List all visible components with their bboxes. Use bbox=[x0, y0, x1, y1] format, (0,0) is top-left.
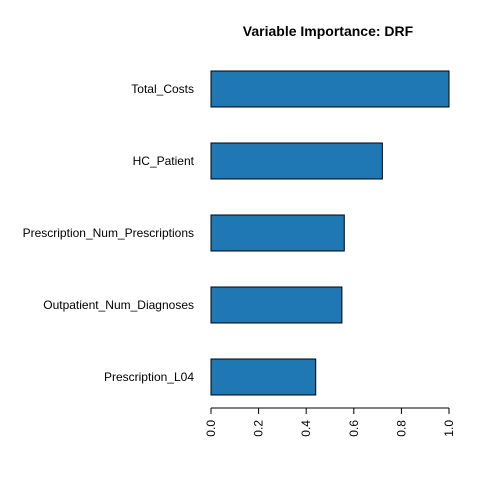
category-label: Prescription_Num_Prescriptions bbox=[23, 226, 194, 240]
bar-outpatient-num-diagnoses bbox=[210, 286, 343, 324]
x-tick-label: 0.0 bbox=[204, 420, 218, 437]
bar-total-costs bbox=[210, 70, 450, 108]
category-labels: Total_Costs HC_Patient Prescription_Num_Pr… bbox=[23, 82, 195, 384]
x-tick-label: 1.0 bbox=[442, 420, 456, 437]
chart-title: Variable Importance: DRF bbox=[243, 23, 414, 39]
category-label: HC_Patient bbox=[133, 154, 195, 168]
bars-layer bbox=[210, 70, 450, 396]
category-label: Prescription_L04 bbox=[104, 370, 194, 384]
category-label: Total_Costs bbox=[131, 82, 194, 96]
x-tick-label: 0.2 bbox=[252, 420, 266, 437]
x-tick-label: 0.8 bbox=[394, 420, 408, 437]
bar-prescription-num-prescriptions bbox=[210, 214, 345, 252]
bar-hc-patient bbox=[210, 142, 383, 180]
x-tick-label: 0.4 bbox=[299, 420, 313, 437]
x-tick-label: 0.6 bbox=[347, 420, 361, 437]
bar-prescription-l04 bbox=[210, 358, 317, 396]
category-label: Outpatient_Num_Diagnoses bbox=[43, 298, 194, 312]
x-axis: 0.0 0.2 0.4 0.6 0.8 1.0 bbox=[204, 407, 456, 437]
